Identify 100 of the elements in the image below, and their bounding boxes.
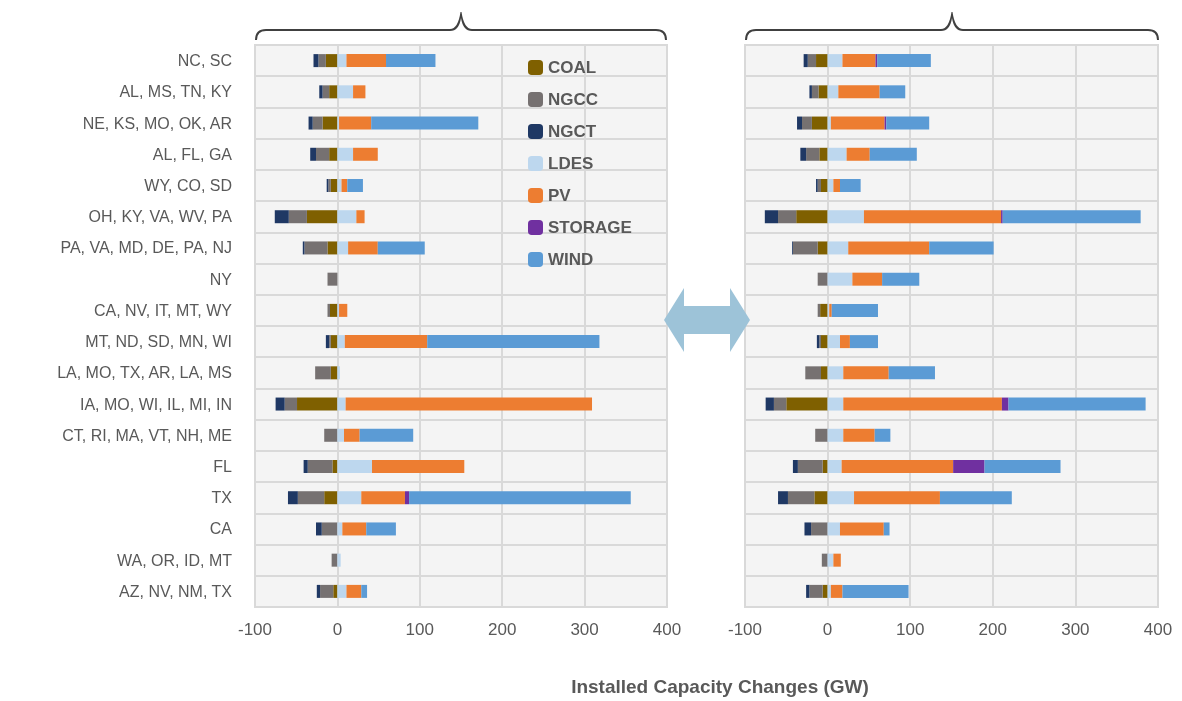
bar (811, 522, 828, 536)
y-tick-label: CT, RI, MA, VT, NH, ME (62, 426, 232, 444)
bar (984, 460, 1061, 473)
bar (1001, 397, 1009, 411)
bar (315, 366, 331, 380)
y-tick-label: WA, OR, ID, MT (117, 551, 233, 569)
bar (337, 460, 373, 473)
legend-label: NGCC (548, 90, 599, 109)
bar (843, 428, 875, 442)
y-tick-label: CA, NV, IT, MT, WY (93, 301, 233, 319)
bar (869, 147, 917, 161)
bar (371, 116, 479, 130)
bar (427, 335, 600, 349)
bar (805, 366, 821, 380)
bar (821, 553, 828, 567)
y-tick-label: NE, KS, MO, OK, AR (82, 114, 232, 132)
y-tick-label: NC, SC (177, 52, 232, 70)
bar (325, 54, 338, 68)
bar (324, 428, 338, 442)
bar (827, 116, 831, 130)
bar (344, 335, 428, 349)
bar (827, 335, 840, 349)
bar (817, 241, 828, 255)
y-tick-label: PA, VA, MD, DE, PA, NJ (60, 239, 232, 257)
bar (804, 522, 812, 536)
bar (275, 397, 285, 411)
y-tick-label: WY, CO, SD (144, 177, 232, 194)
bar (817, 272, 828, 286)
bar (827, 54, 843, 68)
bar (366, 522, 396, 536)
bar (361, 491, 405, 505)
bar (842, 584, 909, 598)
bar (842, 54, 876, 68)
bar (815, 428, 828, 442)
bar (322, 116, 338, 130)
bar (806, 584, 810, 598)
bar (883, 522, 890, 536)
y-tick-label: FL (213, 458, 233, 475)
bar (325, 335, 330, 349)
bar (879, 85, 906, 99)
bar (797, 460, 823, 473)
bar (330, 366, 338, 380)
bar (297, 397, 338, 411)
bar (814, 491, 828, 505)
x-tick-label: 400 (1143, 620, 1173, 639)
bar (327, 241, 338, 255)
bar (764, 210, 779, 224)
bar (377, 241, 425, 255)
bar (819, 147, 828, 161)
bar (337, 335, 345, 349)
bar (786, 397, 828, 411)
bar (807, 54, 817, 68)
bar (342, 522, 367, 536)
bar (308, 116, 313, 130)
bar (852, 272, 883, 286)
bar (839, 335, 850, 349)
bar (347, 179, 363, 192)
x-tick-label: 200 (978, 620, 1007, 639)
bar (288, 210, 307, 224)
bar (827, 428, 844, 442)
y-tick-label: TX (211, 489, 233, 507)
bar (806, 147, 820, 161)
bar (822, 584, 828, 598)
bar (339, 116, 372, 130)
bar (800, 147, 807, 161)
bar (809, 85, 812, 99)
bar (827, 272, 853, 286)
bar (337, 210, 357, 224)
bar (329, 303, 338, 317)
bar (841, 460, 954, 473)
bar (886, 116, 930, 130)
x-axis-title: Installed Capacity Changes (GW) (570, 676, 870, 698)
bar (303, 460, 308, 473)
bar (297, 491, 325, 505)
legend-label: PV (548, 186, 572, 205)
bar (312, 116, 323, 130)
bar (818, 85, 828, 99)
bar (765, 397, 774, 411)
bar (1002, 210, 1141, 224)
bar (843, 397, 1002, 411)
bar (337, 491, 362, 505)
bar (332, 460, 338, 473)
y-tick-label: AL, MS, TN, KY (119, 83, 233, 101)
bar (809, 584, 823, 598)
bar (337, 522, 343, 536)
bar (773, 397, 787, 411)
bar (787, 491, 815, 505)
bar (409, 491, 631, 505)
bar (359, 428, 414, 442)
bar (337, 397, 346, 411)
bar (816, 54, 828, 68)
bar (337, 147, 354, 161)
bar (329, 85, 338, 99)
bar (339, 303, 348, 317)
bar (811, 85, 819, 99)
bar (307, 460, 333, 473)
y-tick-label: LA, MO, TX, AR, LA, MS (57, 364, 232, 382)
y-tick-label: NY (209, 270, 233, 288)
bar (324, 491, 338, 505)
bar (333, 584, 338, 598)
